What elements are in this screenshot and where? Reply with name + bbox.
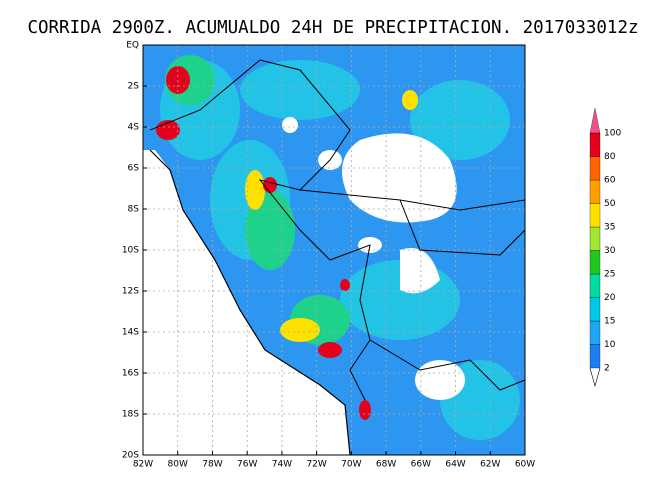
lon-label: 62W	[480, 460, 500, 470]
map-title: CORRIDA 2900Z. ACUMUALDO 24H DE PRECIPIT…	[27, 18, 638, 38]
colorbar-segment	[589, 203, 601, 228]
colorbar-label: 80	[604, 152, 616, 162]
lon-label: 72W	[306, 460, 326, 470]
lon-label: 66W	[411, 460, 431, 470]
colorbar-segment	[589, 320, 601, 345]
lat-label: 10S	[122, 246, 139, 256]
colorbar-segment	[589, 297, 601, 322]
lon-label: 60W	[515, 460, 535, 470]
lat-label: 12S	[122, 287, 139, 297]
lat-label: 14S	[122, 328, 139, 338]
colorbar-label: 50	[604, 199, 616, 209]
lat-label: 16S	[122, 369, 139, 379]
colorbar-bottom-arrow	[589, 367, 601, 388]
lat-label: EQ	[126, 41, 139, 51]
colorbar-segment	[589, 344, 601, 369]
colorbar-label: 25	[604, 270, 615, 280]
colorbar-label: 100	[604, 129, 621, 139]
colorbar-label: 15	[604, 317, 615, 327]
lat-label: 18S	[122, 410, 139, 420]
lon-label: 78W	[202, 460, 222, 470]
precipitation-field	[143, 45, 525, 455]
colorbar-segment	[589, 273, 601, 298]
lat-label: 8S	[128, 205, 140, 215]
colorbar-segment	[589, 250, 601, 275]
colorbar-segment	[589, 156, 601, 181]
lon-label: 70W	[341, 460, 361, 470]
lat-label: 6S	[128, 164, 140, 174]
lon-label: 82W	[133, 460, 153, 470]
lon-label: 76W	[237, 460, 257, 470]
lon-label: 64W	[445, 460, 465, 470]
lat-label: 4S	[128, 123, 140, 133]
colorbar-label: 20	[604, 293, 616, 303]
colorbar-label: 35	[604, 223, 615, 233]
colorbar-label: 2	[604, 364, 610, 374]
colorbar-top-arrow	[589, 107, 601, 134]
colorbar-segment	[589, 226, 601, 251]
lon-label: 68W	[376, 460, 396, 470]
colorbar-label: 60	[604, 176, 616, 186]
colorbar-label: 10	[604, 340, 616, 350]
lat-label: 2S	[128, 82, 140, 92]
lat-label: 20S	[122, 451, 139, 461]
lon-label: 74W	[272, 460, 292, 470]
colorbar-segment	[589, 179, 601, 204]
lon-label: 80W	[168, 460, 188, 470]
colorbar-label: 30	[604, 246, 616, 256]
colorbar-segment	[589, 132, 601, 157]
